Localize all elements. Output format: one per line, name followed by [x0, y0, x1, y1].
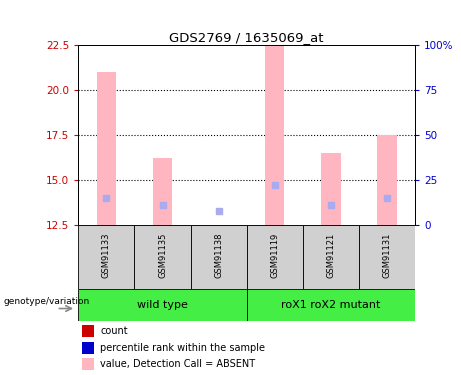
Title: GDS2769 / 1635069_at: GDS2769 / 1635069_at — [169, 31, 324, 44]
Text: GSM91135: GSM91135 — [158, 233, 167, 278]
Text: wild type: wild type — [137, 300, 188, 310]
Point — [159, 202, 166, 208]
Bar — [265, 45, 284, 225]
Point — [215, 208, 222, 214]
Point — [383, 195, 390, 201]
Text: GSM91121: GSM91121 — [326, 233, 335, 278]
Bar — [78, 289, 247, 321]
Bar — [82, 358, 95, 370]
Bar — [303, 225, 359, 289]
Point — [271, 182, 278, 188]
Bar — [377, 135, 396, 225]
Text: percentile rank within the sample: percentile rank within the sample — [100, 343, 265, 352]
Text: GSM91131: GSM91131 — [382, 233, 391, 278]
Point — [327, 202, 334, 208]
Bar — [247, 225, 303, 289]
Bar — [82, 325, 95, 337]
Text: genotype/variation: genotype/variation — [3, 297, 89, 306]
Text: GSM91119: GSM91119 — [270, 233, 279, 278]
Bar — [190, 225, 247, 289]
Text: value, Detection Call = ABSENT: value, Detection Call = ABSENT — [100, 359, 255, 369]
Bar — [359, 225, 415, 289]
Bar — [247, 289, 415, 321]
Text: GSM91133: GSM91133 — [102, 233, 111, 278]
Text: count: count — [100, 326, 128, 336]
Bar — [78, 225, 135, 289]
Text: roX1 roX2 mutant: roX1 roX2 mutant — [281, 300, 380, 310]
Text: GSM91138: GSM91138 — [214, 233, 223, 278]
Point — [103, 195, 110, 201]
Bar — [135, 225, 190, 289]
Bar — [153, 158, 172, 225]
Bar — [82, 342, 95, 354]
Bar — [321, 153, 341, 225]
Bar — [97, 72, 116, 225]
